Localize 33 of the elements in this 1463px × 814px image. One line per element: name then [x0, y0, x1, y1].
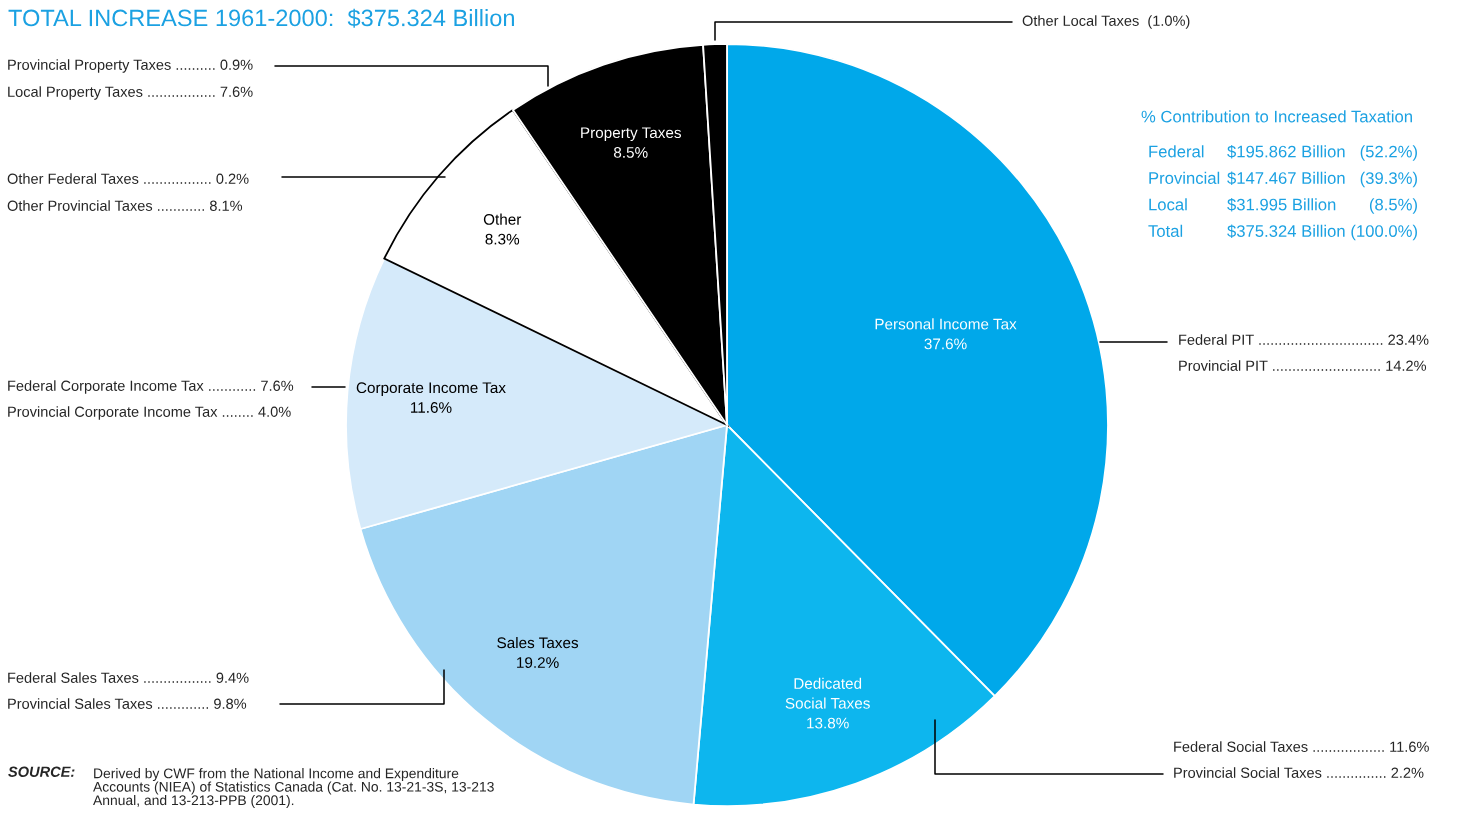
text: Provincial Sales Taxes ............. 9.8% [8, 698, 247, 709]
slice-label: Sales Taxes [497, 636, 579, 649]
slice-label: Personal Income Tax [875, 318, 1017, 330]
data-label: 37.6% [924, 338, 967, 350]
text: Other Federal Taxes ................. 0.2% [7, 173, 249, 184]
slice-label: Other [483, 213, 522, 225]
text: Provincial PIT ........................... 14.2% [1179, 360, 1427, 371]
text: Other Provincial Taxes ............ 8.1% [7, 200, 243, 211]
slice-label: Property Taxes [581, 127, 681, 142]
slice-label: Other Local Taxes (1.0%) [1022, 15, 1190, 29]
text: Local Property Taxes ................. 7.6% [8, 86, 253, 100]
text: Federal PIT ............................... 23.4% [1179, 334, 1429, 345]
text: Federal Social Taxes .................. 11.6% [1174, 741, 1429, 752]
data-label: 13.8% [807, 717, 849, 729]
text: Provincial Property Taxes .......... 0.9% [8, 59, 253, 73]
data-label: 19.2% [517, 657, 559, 668]
text: Federal Sales Taxes ................. 9.4% [8, 672, 249, 683]
text: Local $31.995 Billion (8.5%) [1149, 197, 1417, 214]
source-note: SOURCE: [8, 766, 75, 777]
data-label: 11.6% [411, 402, 452, 413]
data-label: 8.5% [613, 147, 648, 158]
text: Provincial Social Taxes ............... 2.2% [1174, 767, 1424, 778]
text: Provincial Corporate Income Tax ........ 4.0% [8, 406, 291, 420]
text: Federal $195.862 Billion (52.2%) [1149, 144, 1417, 161]
text: Derived by CWF from the National Income and Expenditure Accounts (NIEA) of Statistics Canada (Cat. No. 13-21-3S, 13-213 Annual, and 13-213-PPB (2001). [93, 768, 494, 808]
text: Total $375.324 Billion (100.0%) [1148, 224, 1417, 241]
text: Federal Corporate Income Tax ............ 7.6% [8, 380, 294, 394]
text: Provincial $147.467 Billion (39.3%) [1149, 171, 1417, 188]
slice-label: Dedicated Social Taxes [785, 677, 870, 709]
data-label: 8.3% [485, 233, 520, 245]
slice-label: Corporate Income Tax [356, 382, 506, 397]
text: % Contribution to Increased Taxation [1141, 110, 1412, 123]
chart-title: TOTAL INCREASE 1961-2000: $375.324 Billion [8, 8, 514, 28]
